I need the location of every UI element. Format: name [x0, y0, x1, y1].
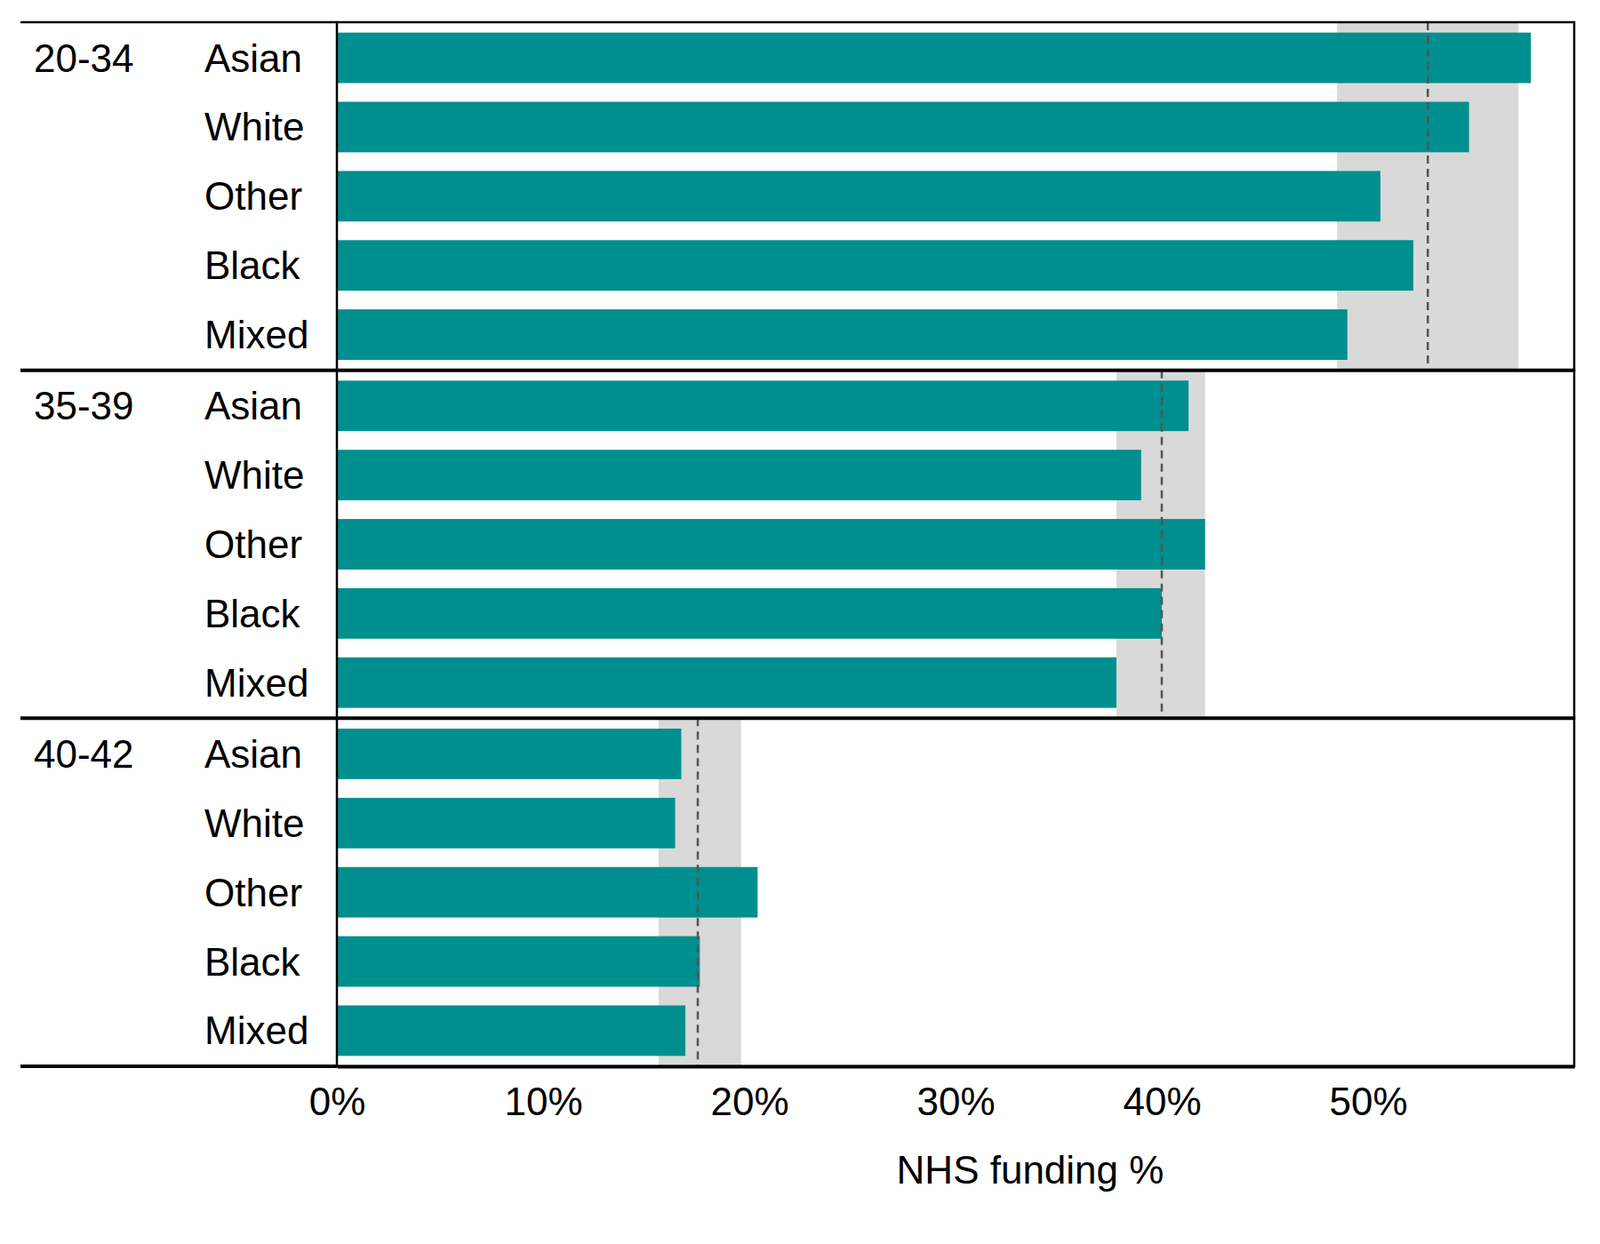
category-label: Black [204, 940, 302, 984]
plot-area [336, 718, 758, 1067]
bar [336, 728, 681, 780]
panel-frame [336, 22, 1575, 371]
bar [336, 936, 700, 988]
panel-title: 40-42 [33, 732, 135, 776]
panel: 20-34 Asian White Other Black Mixed [20, 22, 1575, 371]
panel-frame [336, 718, 1575, 1067]
panel-title: 20-34 [33, 36, 135, 80]
tick-label: 30% [916, 1080, 995, 1124]
tick: 50% [1328, 1066, 1408, 1124]
separator [20, 1064, 337, 1069]
tick: 10% [504, 1066, 583, 1124]
bar [336, 1005, 686, 1056]
bar [336, 102, 1470, 153]
tick-label: 20% [710, 1080, 789, 1124]
separator [20, 21, 337, 24]
average-line [1426, 22, 1430, 371]
category-label: Mixed [204, 312, 309, 357]
category-label: Mixed [204, 1008, 309, 1053]
tick: 20% [710, 1066, 789, 1124]
category-label: Asian [204, 36, 303, 80]
bar [336, 449, 1142, 501]
category-label: White [204, 104, 304, 149]
average-line [1160, 370, 1164, 720]
tick-label: 10% [504, 1080, 583, 1124]
category-label: Black [204, 592, 302, 636]
category-label: Asian [204, 384, 303, 428]
category-label: Asian [204, 732, 303, 776]
panel: 40-42 Asian White Other Black Mixed0% 10% 20% 30… [20, 718, 1576, 1192]
category-label: White [204, 801, 304, 846]
x-axis: 0% 10% 20% 30% 40% 50% [309, 1066, 1576, 1124]
tick-label: 50% [1328, 1080, 1408, 1124]
bar [336, 240, 1414, 291]
bar [336, 588, 1162, 640]
bar [336, 32, 1531, 84]
axis-line [337, 1065, 1576, 1070]
category-label: Other [204, 871, 303, 915]
plot-area [336, 22, 1531, 371]
bar [336, 170, 1381, 222]
tick: 30% [916, 1066, 995, 1124]
bar [336, 798, 675, 849]
tick-label: 0% [309, 1080, 367, 1124]
category-label: Other [204, 522, 303, 567]
separator [336, 716, 1575, 720]
tick: 0% [309, 1066, 367, 1124]
average-line [696, 718, 700, 1067]
panel-title: 35-39 [33, 384, 135, 428]
panel-frame [336, 370, 1575, 720]
separator [20, 368, 337, 373]
x-axis-title: NHS funding % [896, 1148, 1165, 1192]
tick: 40% [1122, 1066, 1201, 1124]
separator [336, 368, 1575, 373]
separator [20, 716, 337, 720]
bar [336, 380, 1189, 432]
category-label: Other [204, 174, 303, 218]
plot-area [336, 370, 1206, 720]
bar [336, 657, 1117, 709]
tick-label: 40% [1122, 1080, 1201, 1124]
bar [336, 867, 758, 919]
category-label: Mixed [204, 661, 309, 705]
bar [336, 309, 1348, 360]
bar [336, 519, 1206, 570]
chart: 20-34 Asian White Other Black Mixed 35-39 Asian… [0, 0, 1600, 1244]
category-label: White [204, 453, 304, 497]
category-label: Black [204, 243, 302, 288]
panel: 35-39 Asian White Other Black Mixed [20, 370, 1575, 720]
